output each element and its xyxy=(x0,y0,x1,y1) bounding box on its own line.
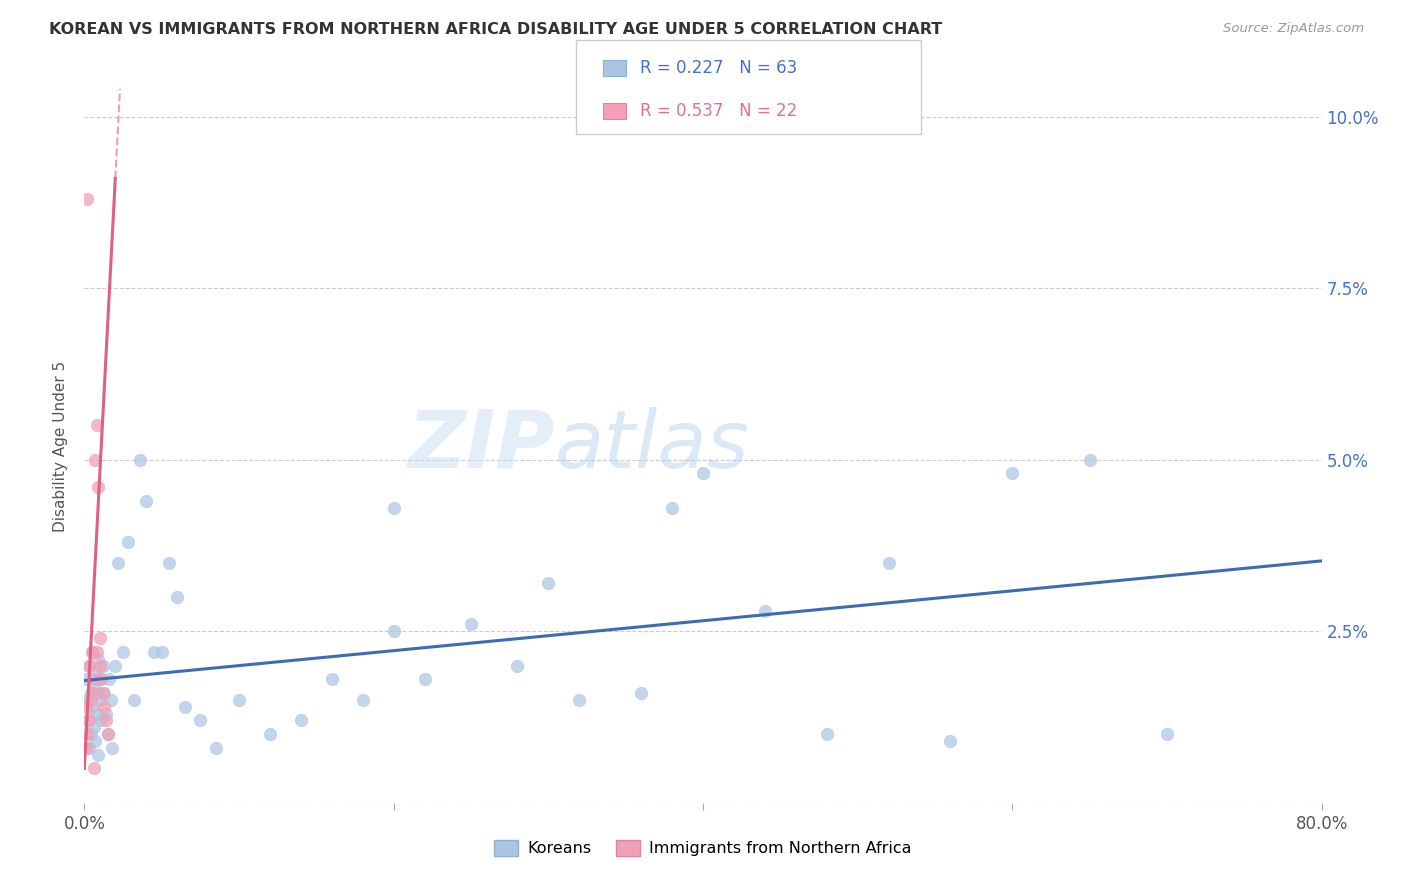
Point xyxy=(76,727,98,741)
Point xyxy=(630,686,652,700)
Point xyxy=(754,604,776,618)
Point xyxy=(939,734,962,748)
Point xyxy=(159,556,180,570)
Point xyxy=(143,645,166,659)
Point xyxy=(89,658,111,673)
Point xyxy=(77,740,100,755)
Point xyxy=(82,645,104,659)
Y-axis label: Disability Age Under 5: Disability Age Under 5 xyxy=(53,360,69,532)
Text: R = 0.227   N = 63: R = 0.227 N = 63 xyxy=(640,60,797,78)
Point xyxy=(259,727,281,741)
Point xyxy=(84,452,107,467)
Point xyxy=(79,686,101,700)
Point xyxy=(77,658,100,673)
Point xyxy=(89,673,111,687)
Point xyxy=(166,590,188,604)
Point xyxy=(93,686,115,700)
Point xyxy=(82,686,104,700)
Point xyxy=(382,500,405,515)
Text: Source: ZipAtlas.com: Source: ZipAtlas.com xyxy=(1223,22,1364,36)
Point xyxy=(90,673,112,687)
Point xyxy=(87,747,110,762)
Point xyxy=(84,734,107,748)
Point xyxy=(107,556,129,570)
Point xyxy=(205,740,228,755)
Point xyxy=(76,192,98,206)
Point xyxy=(506,658,529,673)
Point xyxy=(321,673,343,687)
Point xyxy=(150,645,173,659)
Point xyxy=(877,556,900,570)
Point xyxy=(98,673,121,687)
Point xyxy=(82,645,104,659)
Point xyxy=(568,693,591,707)
Text: R = 0.537   N = 22: R = 0.537 N = 22 xyxy=(640,102,797,120)
Text: ZIP: ZIP xyxy=(408,407,554,485)
Point xyxy=(83,762,105,776)
Point xyxy=(75,673,97,687)
Point xyxy=(1156,727,1178,741)
Point xyxy=(104,658,127,673)
Legend: Koreans, Immigrants from Northern Africa: Koreans, Immigrants from Northern Africa xyxy=(488,833,918,863)
Point xyxy=(692,467,714,481)
Point xyxy=(100,693,122,707)
Point xyxy=(1001,467,1024,481)
Text: KOREAN VS IMMIGRANTS FROM NORTHERN AFRICA DISABILITY AGE UNDER 5 CORRELATION CHA: KOREAN VS IMMIGRANTS FROM NORTHERN AFRIC… xyxy=(49,22,942,37)
Point xyxy=(83,673,105,687)
Point xyxy=(112,645,135,659)
Point xyxy=(94,714,117,728)
Point xyxy=(79,693,101,707)
Point xyxy=(86,418,108,433)
Point xyxy=(93,699,115,714)
Point xyxy=(83,720,105,734)
Point xyxy=(188,714,211,728)
Point xyxy=(87,651,110,665)
Point xyxy=(382,624,405,639)
Point xyxy=(96,727,118,741)
Point xyxy=(76,714,98,728)
Point xyxy=(89,631,111,645)
Point xyxy=(413,673,436,687)
Point xyxy=(86,706,108,721)
Point xyxy=(174,699,197,714)
Point xyxy=(815,727,838,741)
Point xyxy=(76,693,98,707)
Point xyxy=(82,699,104,714)
Point xyxy=(228,693,250,707)
Point xyxy=(76,699,98,714)
Point xyxy=(129,452,152,467)
Point xyxy=(83,679,105,693)
Point xyxy=(86,645,108,659)
Point xyxy=(537,576,560,591)
Point xyxy=(77,714,100,728)
Point xyxy=(90,714,112,728)
Point xyxy=(352,693,374,707)
Point xyxy=(122,693,145,707)
Point xyxy=(96,727,118,741)
Point xyxy=(86,686,108,700)
Point xyxy=(87,480,110,494)
Point xyxy=(1078,452,1101,467)
Point xyxy=(117,535,139,549)
Point xyxy=(460,617,482,632)
Point xyxy=(135,494,157,508)
Point xyxy=(75,740,97,755)
Point xyxy=(91,686,114,700)
Point xyxy=(89,693,111,707)
Point xyxy=(79,727,101,741)
Point xyxy=(661,500,683,515)
Point xyxy=(290,714,312,728)
Point xyxy=(91,658,114,673)
Text: atlas: atlas xyxy=(554,407,749,485)
Point xyxy=(101,740,124,755)
Point xyxy=(94,706,117,721)
Point xyxy=(84,665,107,680)
Point xyxy=(77,658,100,673)
